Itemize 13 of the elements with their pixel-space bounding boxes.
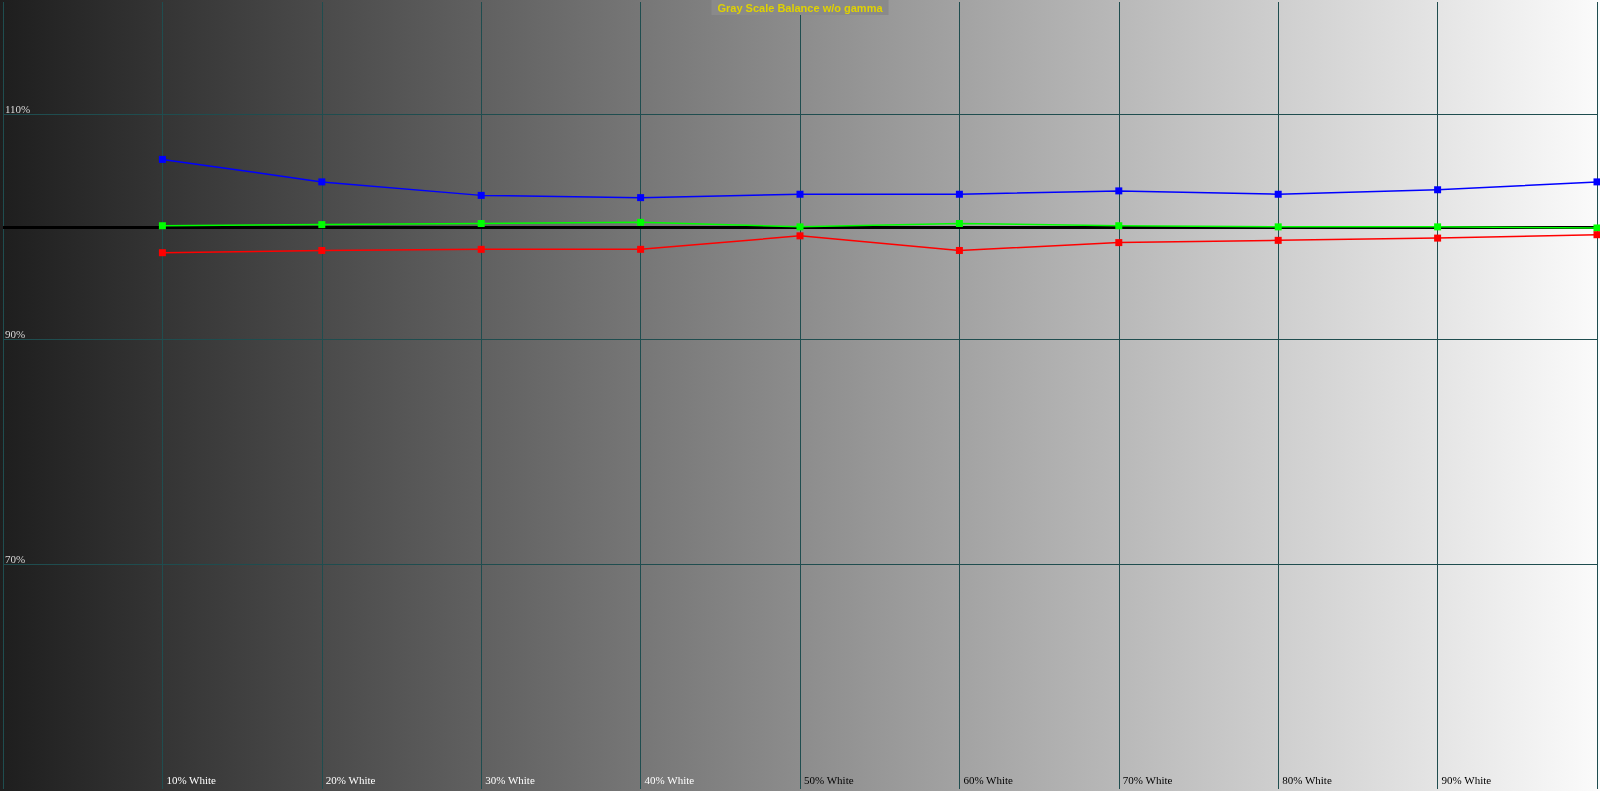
x-tick-label: 80% White <box>1282 773 1332 786</box>
y-tick-label: 90% <box>5 327 26 340</box>
y-tick-label: 110% <box>5 102 31 115</box>
x-tick-label: 60% White <box>963 773 1014 786</box>
x-tick-label: 50% White <box>804 773 854 786</box>
x-tick-label: 10% White <box>166 773 217 786</box>
x-tick-label: 40% White <box>644 773 695 786</box>
x-tick-label: 20% White <box>325 773 376 786</box>
x-tick-label: 90% White <box>1441 773 1492 786</box>
y-tick-label: 70% <box>5 552 26 565</box>
chart-title: Gray Scale Balance w/o gamma <box>717 1 884 14</box>
x-tick-label: 30% White <box>485 773 535 786</box>
x-tick-label: 70% White <box>1122 773 1173 786</box>
